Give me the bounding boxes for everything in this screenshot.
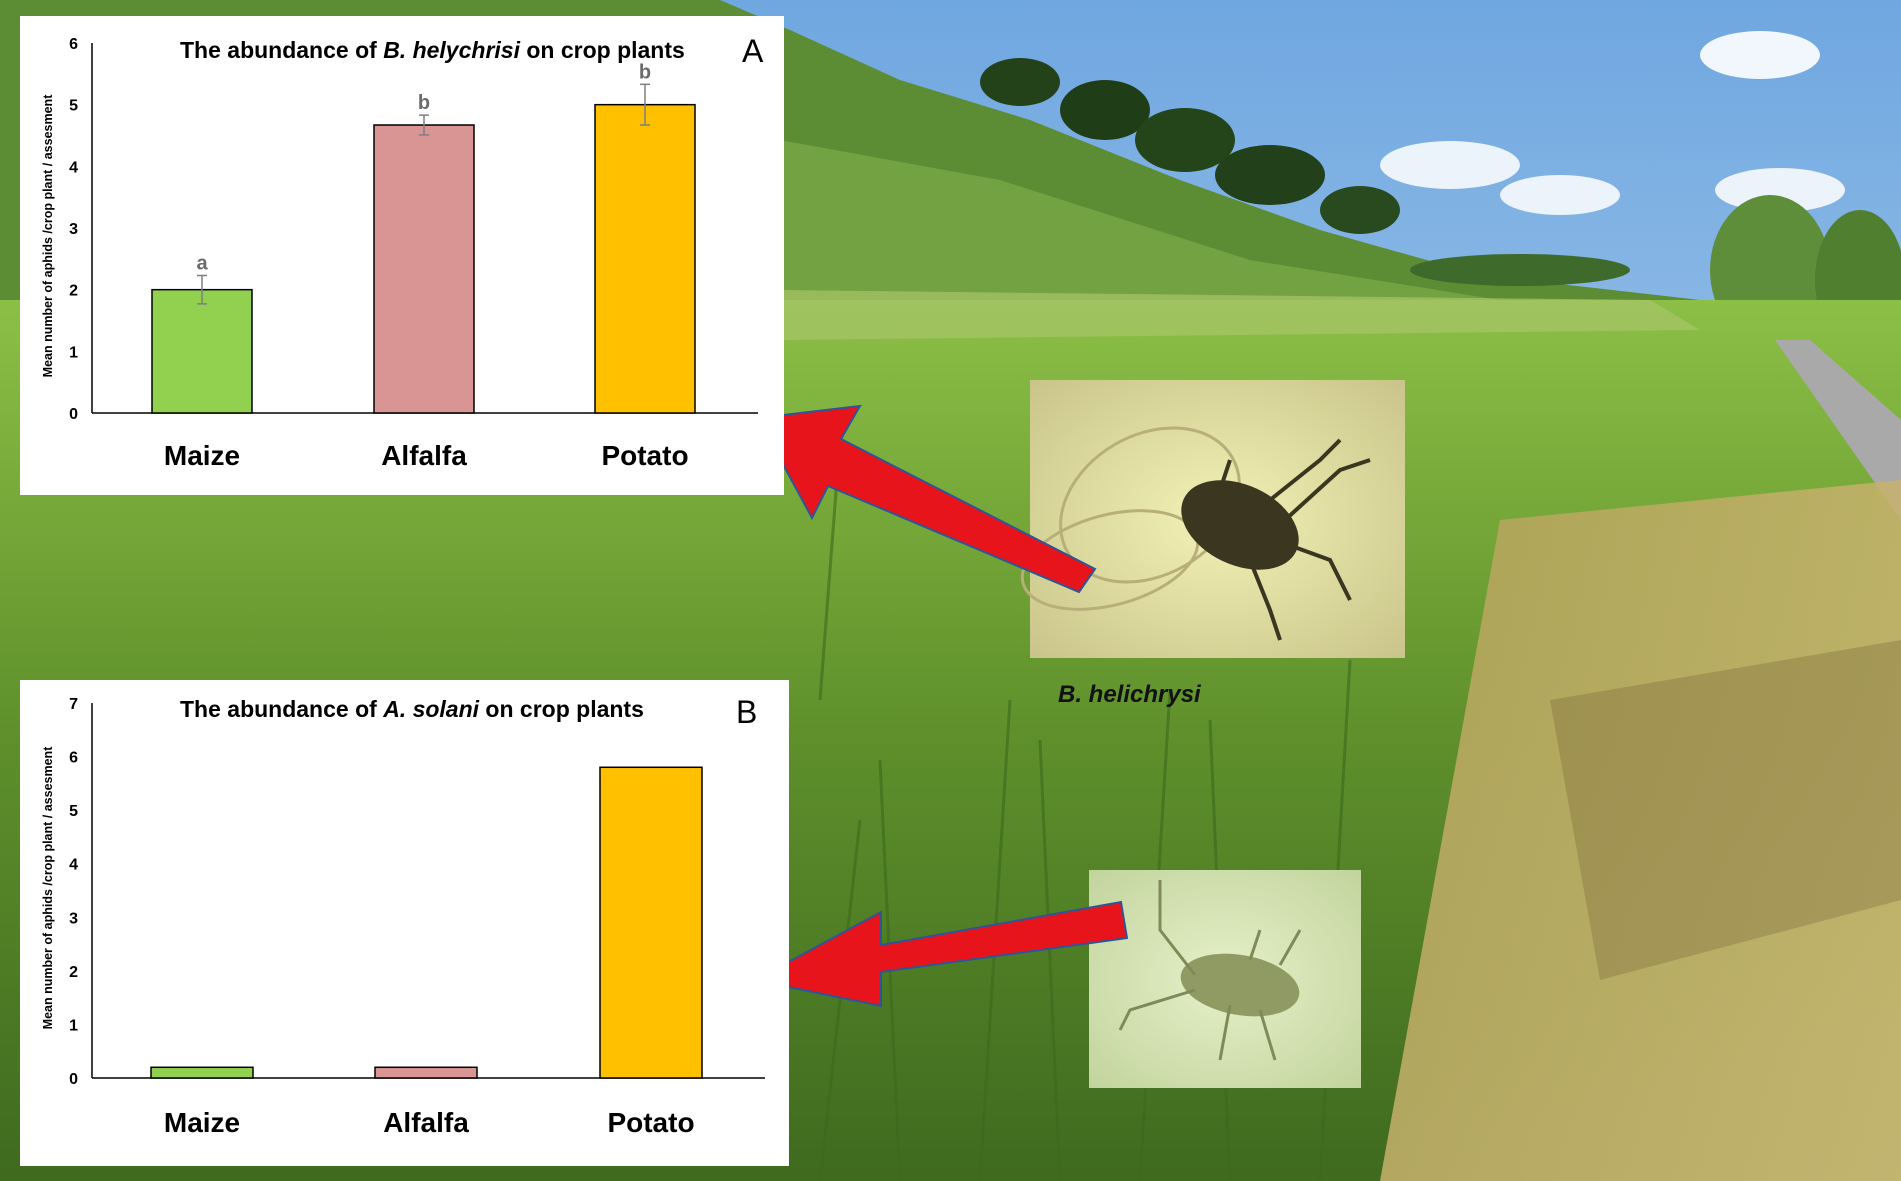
x-tick-label-potato: Potato xyxy=(601,440,688,471)
x-tick-label-alfalfa: Alfalfa xyxy=(383,1107,469,1138)
chart-panel-b: The abundance of A. solani on crop plant… xyxy=(20,680,789,1166)
winged-aphid-photo xyxy=(1011,380,1405,658)
bar-maize xyxy=(151,1067,253,1078)
x-tick-label-maize: Maize xyxy=(164,1107,240,1138)
chart-b-title: The abundance of A. solani on crop plant… xyxy=(180,696,644,722)
y-tick-label: 1 xyxy=(69,344,78,361)
cloud xyxy=(1500,175,1620,215)
y-tick-label: 6 xyxy=(69,750,78,767)
significance-letter: a xyxy=(196,252,208,274)
y-tick-label: 0 xyxy=(69,1071,78,1088)
wingless-aphid-photo xyxy=(1089,870,1361,1088)
chart-b: The abundance of A. solani on crop plant… xyxy=(20,680,789,1166)
y-tick-label: 5 xyxy=(69,98,78,115)
chart-b-y-axis-label: Mean number of aphids /crop plant / asse… xyxy=(41,746,55,1030)
bar-potato xyxy=(600,767,702,1078)
bar-alfalfa xyxy=(375,1067,477,1078)
y-tick-label: 3 xyxy=(69,910,78,927)
y-tick-label: 4 xyxy=(69,857,78,874)
y-tick-label: 5 xyxy=(69,803,78,820)
tree xyxy=(980,58,1060,106)
chart-a: The abundance of B. helychrisi on crop p… xyxy=(20,16,784,495)
y-tick-label: 6 xyxy=(69,36,78,53)
x-tick-label-maize: Maize xyxy=(164,440,240,471)
y-tick-label: 7 xyxy=(69,696,78,713)
y-tick-label: 1 xyxy=(69,1017,78,1034)
significance-letter: b xyxy=(418,92,430,114)
tree xyxy=(1215,145,1325,205)
chart-a-title: The abundance of B. helychrisi on crop p… xyxy=(180,37,685,63)
tree xyxy=(1060,80,1150,140)
chart-panel-a: The abundance of B. helychrisi on crop p… xyxy=(20,16,784,495)
significance-letter: b xyxy=(639,61,651,83)
bar-alfalfa xyxy=(374,125,474,413)
chart-a-y-axis-label: Mean number of aphids /crop plant / asse… xyxy=(41,94,55,378)
y-tick-label: 0 xyxy=(69,406,78,423)
y-tick-label: 3 xyxy=(69,221,78,238)
tree xyxy=(1320,186,1400,234)
aphid-species-caption: B. helichrysi xyxy=(1058,681,1201,709)
y-tick-label: 2 xyxy=(69,964,78,981)
bar-potato xyxy=(595,105,695,413)
tree xyxy=(1135,108,1235,172)
cloud xyxy=(1700,31,1820,79)
y-tick-label: 2 xyxy=(69,283,78,300)
chart-a-panel-letter: A xyxy=(742,33,764,69)
y-tick-label: 4 xyxy=(69,159,78,176)
bar-maize xyxy=(152,290,252,413)
distant-treeline xyxy=(1410,254,1630,286)
x-tick-label-potato: Potato xyxy=(607,1107,694,1138)
chart-b-panel-letter: B xyxy=(736,694,757,730)
cloud xyxy=(1380,141,1520,189)
x-tick-label-alfalfa: Alfalfa xyxy=(381,440,467,471)
